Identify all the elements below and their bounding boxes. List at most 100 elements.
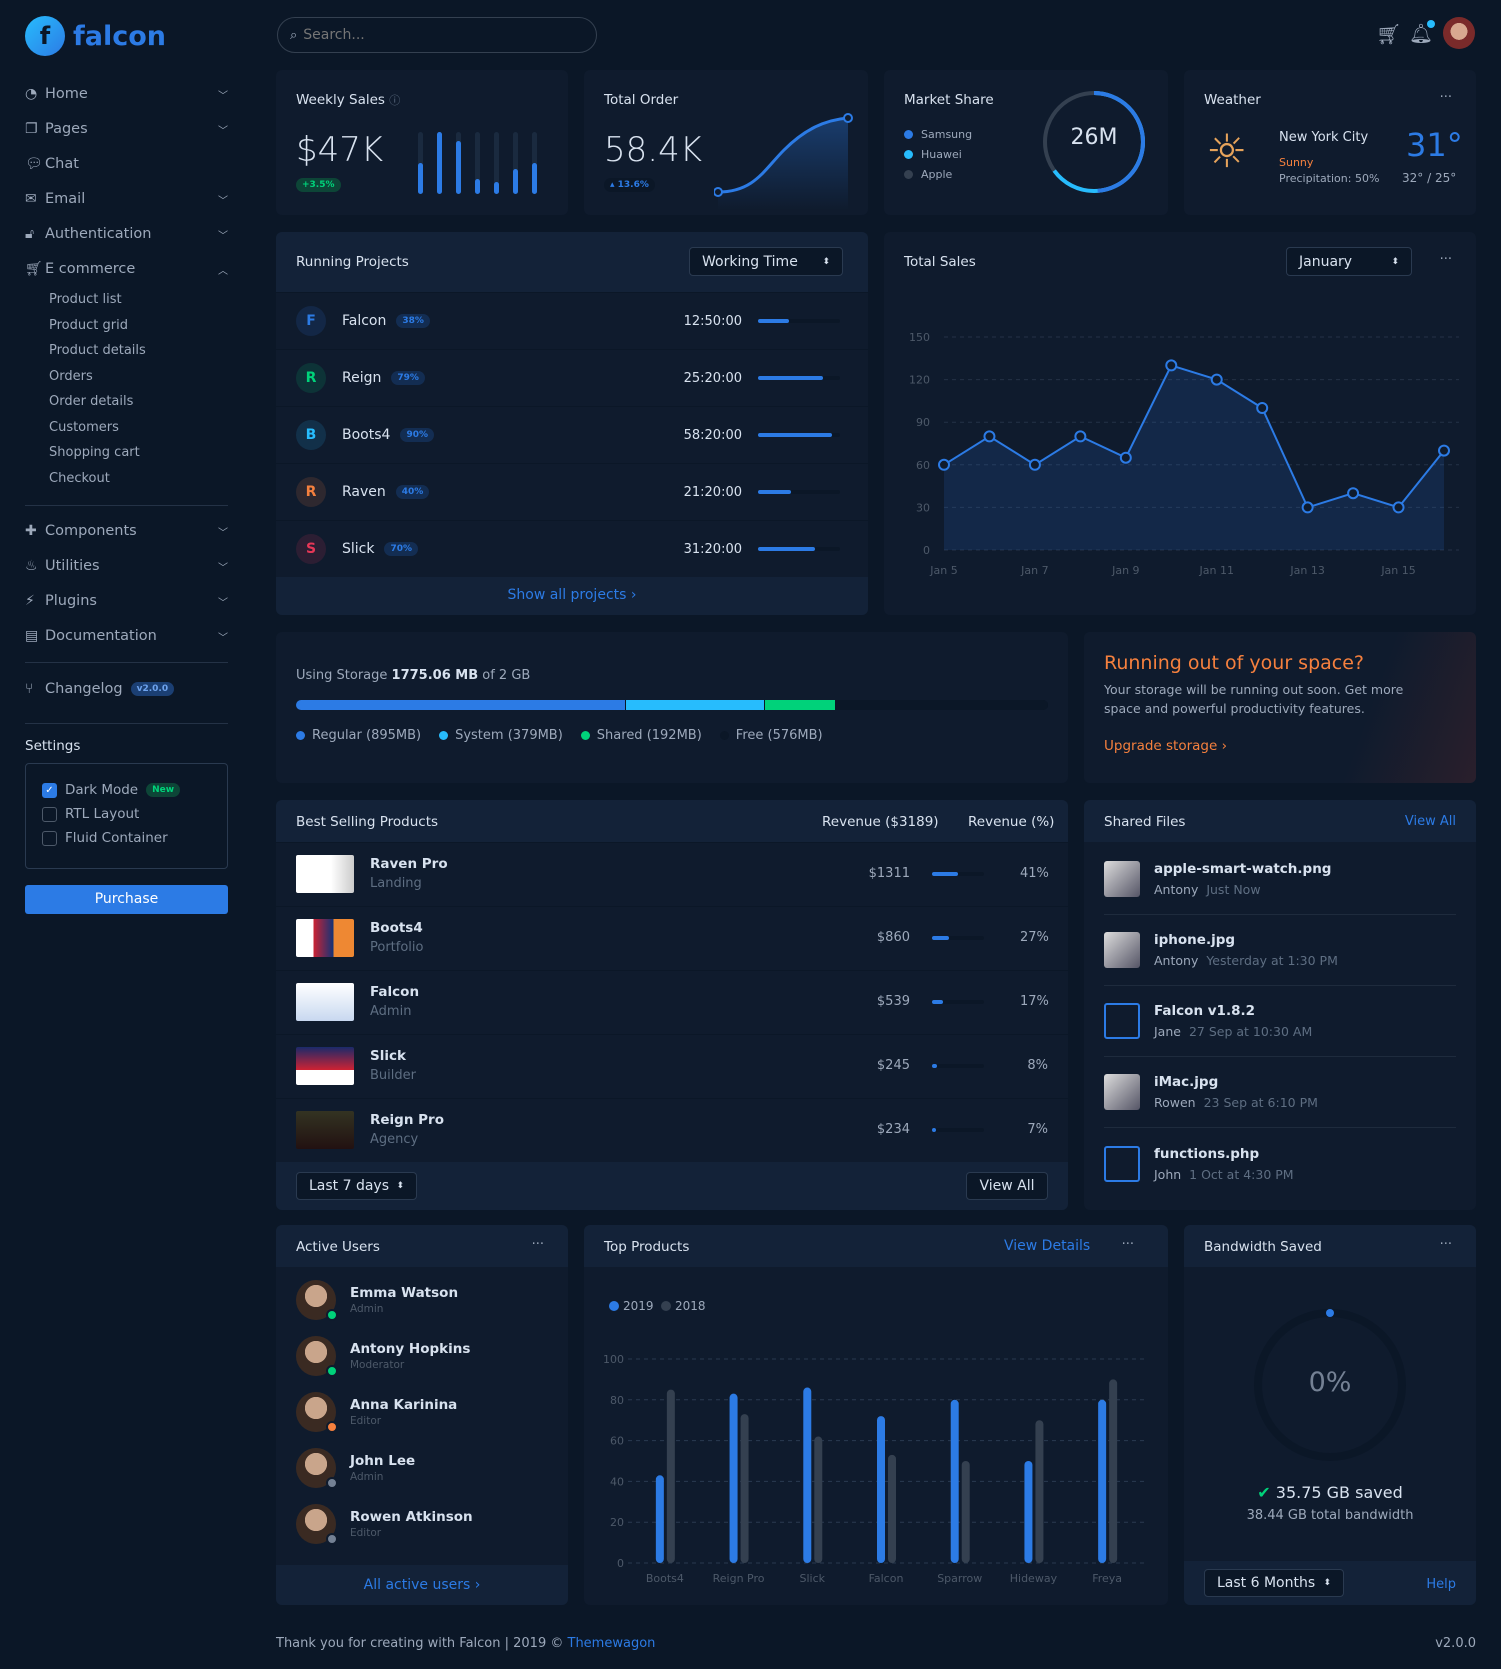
progress-bar xyxy=(758,547,840,551)
checkbox[interactable]: ✓ xyxy=(42,782,57,798)
user-name[interactable]: John Lee xyxy=(350,1453,416,1469)
working-time-select[interactable]: Working Time ⬍ xyxy=(689,247,843,276)
project-row[interactable]: B Boots4 90% 58:20:00 xyxy=(276,406,868,463)
bell-icon[interactable]: 🔔︎ xyxy=(1409,20,1436,45)
product-row[interactable]: Raven Pro Landing $1311 41% xyxy=(276,842,1068,904)
user-row[interactable]: Antony Hopkins Moderator xyxy=(296,1331,470,1381)
setting-fluid-container[interactable]: Fluid Container xyxy=(42,826,211,850)
all-active-users-link[interactable]: All active users › xyxy=(363,1577,481,1593)
question-circle-icon[interactable]: ⓘ xyxy=(389,94,401,107)
product-name[interactable]: Boots4 xyxy=(370,920,423,936)
sidebar-item-plugins[interactable]: ⚡︎ Plugins ﹀ xyxy=(25,586,228,616)
label: Utilities xyxy=(45,558,100,574)
y-tick: 80 xyxy=(610,1394,624,1407)
period-select[interactable]: Last 7 days ⬍ xyxy=(296,1172,417,1200)
product-row[interactable]: Slick Builder $245 8% xyxy=(276,1034,1068,1096)
label: Chat xyxy=(45,156,79,172)
view-all-button[interactable]: View All xyxy=(966,1172,1048,1200)
sidebar-subitem[interactable]: Product list xyxy=(49,292,122,307)
product-name[interactable]: Falcon xyxy=(370,984,420,1000)
product-row[interactable]: Reign Pro Agency $234 7% xyxy=(276,1098,1068,1160)
setting-rtl-layout[interactable]: RTL Layout xyxy=(42,802,211,826)
file-row[interactable]: apple-smart-watch.png Antony Just Now xyxy=(1104,844,1456,915)
user-row[interactable]: Anna Karinina Editor xyxy=(296,1387,457,1437)
file-name[interactable]: apple-smart-watch.png xyxy=(1154,861,1332,877)
label: Home xyxy=(45,86,88,102)
sidebar-subitem[interactable]: Checkout xyxy=(49,470,110,486)
project-row[interactable]: S Slick 70% 31:20:00 xyxy=(276,520,868,577)
file-row[interactable]: functions.php John 1 Oct at 4:30 PM xyxy=(1104,1128,1456,1199)
sidebar-item-utilities[interactable]: ♨ Utilities ﹀ xyxy=(25,551,228,581)
data-point xyxy=(938,458,950,471)
themewagon-link[interactable]: Themewagon xyxy=(567,1636,656,1651)
project-name: Slick xyxy=(342,541,375,557)
file-row[interactable]: iphone.jpg Antony Yesterday at 1:30 PM xyxy=(1104,915,1456,986)
sidebar-item-e-commerce[interactable]: 🛒︎ E commerce ︿ xyxy=(25,254,228,284)
bar-2019 xyxy=(1024,1461,1033,1563)
setting-dark-mode[interactable]: ✓ Dark Mode New xyxy=(42,778,211,802)
project-time: 12:50:00 xyxy=(683,313,742,329)
more-icon[interactable]: ··· xyxy=(1439,90,1452,105)
search-box[interactable]: ⌕ xyxy=(277,17,597,53)
month-select[interactable]: January ⬍ xyxy=(1286,247,1412,276)
sidebar-subitem[interactable]: Orders xyxy=(49,368,93,384)
user-name[interactable]: Antony Hopkins xyxy=(350,1341,471,1357)
sidebar-item-home[interactable]: ◔ Home ﹀ xyxy=(25,79,228,109)
file-name[interactable]: Falcon v1.8.2 xyxy=(1154,1003,1255,1019)
upgrade-storage-link[interactable]: Upgrade storage › xyxy=(1104,738,1227,754)
bandwidth-period-select[interactable]: Last 6 Months ⬍ xyxy=(1204,1569,1344,1597)
purchase-button[interactable]: Purchase xyxy=(25,885,228,914)
y-tick: 30 xyxy=(916,501,930,514)
view-all-link[interactable]: View All xyxy=(1404,814,1456,829)
sidebar-item-changelog[interactable]: ⑂ Changelog v2.0.0 xyxy=(25,674,228,704)
bandwidth-card: Bandwidth Saved ··· 0% ✔ 35.75 GB saved … xyxy=(1184,1225,1476,1605)
product-type: Builder xyxy=(370,1068,416,1083)
more-icon[interactable]: ··· xyxy=(1439,1237,1452,1252)
file-row[interactable]: iMac.jpg Rowen 23 Sep at 6:10 PM xyxy=(1104,1057,1456,1128)
checkbox[interactable] xyxy=(42,806,57,822)
project-row[interactable]: R Raven 40% 21:20:00 xyxy=(276,463,868,520)
user-row[interactable]: John Lee Admin xyxy=(296,1443,415,1493)
bandwidth-saved: ✔ 35.75 GB saved xyxy=(1257,1483,1403,1502)
product-name[interactable]: Raven Pro xyxy=(370,856,448,872)
project-row[interactable]: R Reign 79% 25:20:00 xyxy=(276,349,868,406)
file-name[interactable]: iphone.jpg xyxy=(1154,932,1236,948)
more-icon[interactable]: ··· xyxy=(1121,1237,1134,1252)
user-row[interactable]: Emma Watson Admin xyxy=(296,1275,458,1325)
user-row[interactable]: Rowen Atkinson Editor xyxy=(296,1499,473,1549)
file-name[interactable]: iMac.jpg xyxy=(1154,1074,1219,1090)
show-all-projects-link[interactable]: Show all projects › xyxy=(507,587,637,603)
avatar[interactable] xyxy=(1443,17,1475,49)
checkbox[interactable] xyxy=(42,830,57,846)
sidebar-item-email[interactable]: ✉ Email ﹀ xyxy=(25,184,228,214)
sidebar-item-pages[interactable]: ❐ Pages ﹀ xyxy=(25,114,228,144)
sidebar-subitem[interactable]: Product grid xyxy=(49,317,128,333)
sidebar-item-components[interactable]: ✚ Components ﹀ xyxy=(25,516,228,546)
sidebar-subitem[interactable]: Customers xyxy=(49,419,119,435)
total-order-value: 58.4K xyxy=(604,130,702,170)
sidebar-subitem[interactable]: Product details xyxy=(49,343,146,358)
product-row[interactable]: Boots4 Portfolio $860 27% xyxy=(276,906,1068,968)
logo[interactable]: f falcon xyxy=(25,16,166,56)
view-details-link[interactable]: View Details xyxy=(1004,1238,1091,1254)
sidebar-subitem[interactable]: Order details xyxy=(49,394,134,409)
project-row[interactable]: F Falcon 38% 12:50:00 xyxy=(276,292,868,349)
product-row[interactable]: Falcon Admin $539 17% xyxy=(276,970,1068,1032)
product-name[interactable]: Slick xyxy=(370,1048,406,1064)
user-name[interactable]: Emma Watson xyxy=(350,1285,459,1301)
file-name[interactable]: functions.php xyxy=(1154,1145,1260,1162)
sidebar-item-chat[interactable]: 💬︎ Chat xyxy=(25,149,228,179)
file-row[interactable]: Falcon v1.8.2 Jane 27 Sep at 10:30 AM xyxy=(1104,986,1456,1057)
user-name[interactable]: Rowen Atkinson xyxy=(350,1509,473,1525)
sidebar-item-authentication[interactable]: 🔓︎ Authentication ﹀ xyxy=(25,219,228,249)
help-link[interactable]: Help xyxy=(1426,1577,1456,1592)
project-name: Falcon xyxy=(342,313,387,329)
search-input[interactable] xyxy=(303,27,564,43)
sidebar-subitem[interactable]: Shopping cart xyxy=(49,445,140,460)
more-icon[interactable]: ··· xyxy=(1439,252,1452,267)
cart-icon[interactable]: 🛒︎ xyxy=(1376,22,1402,46)
sidebar-item-documentation[interactable]: ▤ Documentation ﹀ xyxy=(25,621,228,651)
user-name[interactable]: Anna Karinina xyxy=(350,1397,458,1413)
product-name[interactable]: Reign Pro xyxy=(370,1112,444,1128)
more-icon[interactable]: ··· xyxy=(531,1237,544,1252)
